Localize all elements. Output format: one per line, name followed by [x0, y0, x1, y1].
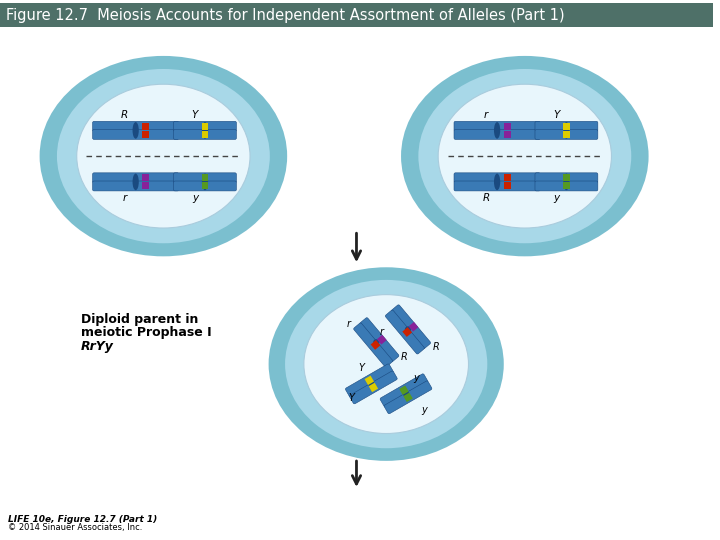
Ellipse shape	[77, 84, 250, 228]
Text: R: R	[482, 193, 490, 202]
Text: Diploid parent in: Diploid parent in	[81, 313, 199, 326]
Ellipse shape	[132, 122, 139, 139]
Ellipse shape	[563, 122, 570, 139]
FancyBboxPatch shape	[503, 131, 510, 138]
Text: RrYy: RrYy	[81, 340, 114, 353]
Ellipse shape	[405, 326, 411, 333]
FancyBboxPatch shape	[142, 131, 149, 138]
FancyBboxPatch shape	[364, 376, 374, 385]
Ellipse shape	[373, 339, 379, 346]
FancyBboxPatch shape	[503, 123, 510, 130]
FancyBboxPatch shape	[503, 174, 510, 181]
FancyBboxPatch shape	[142, 183, 149, 190]
Text: R: R	[121, 110, 128, 119]
Text: LIFE 10e, Figure 12.7 (Part 1): LIFE 10e, Figure 12.7 (Part 1)	[8, 515, 157, 524]
Ellipse shape	[401, 56, 649, 256]
Text: y: y	[192, 193, 198, 202]
FancyBboxPatch shape	[535, 173, 598, 183]
FancyBboxPatch shape	[503, 183, 510, 190]
Text: Y: Y	[348, 393, 354, 403]
Text: r: r	[122, 193, 127, 202]
Text: Y: Y	[359, 363, 364, 373]
Ellipse shape	[285, 280, 487, 448]
Text: Figure 12.7  Meiosis Accounts for Independent Assortment of Alleles (Part 1): Figure 12.7 Meiosis Accounts for Indepen…	[6, 8, 564, 23]
Ellipse shape	[368, 381, 374, 387]
FancyBboxPatch shape	[454, 173, 540, 183]
FancyBboxPatch shape	[454, 122, 540, 131]
FancyBboxPatch shape	[454, 181, 540, 191]
FancyBboxPatch shape	[202, 131, 209, 138]
Text: r: r	[346, 320, 351, 329]
FancyBboxPatch shape	[563, 131, 570, 138]
FancyBboxPatch shape	[202, 123, 209, 130]
FancyBboxPatch shape	[202, 174, 209, 181]
Text: Y: Y	[553, 110, 559, 119]
FancyBboxPatch shape	[174, 130, 236, 139]
FancyBboxPatch shape	[93, 122, 179, 131]
FancyBboxPatch shape	[369, 383, 378, 392]
FancyBboxPatch shape	[142, 123, 149, 130]
FancyBboxPatch shape	[535, 130, 598, 139]
FancyBboxPatch shape	[202, 183, 209, 190]
Ellipse shape	[494, 173, 500, 190]
Text: R: R	[400, 352, 408, 362]
FancyBboxPatch shape	[93, 130, 179, 139]
FancyBboxPatch shape	[174, 181, 236, 191]
Ellipse shape	[438, 84, 611, 228]
FancyBboxPatch shape	[403, 393, 413, 402]
FancyBboxPatch shape	[349, 371, 397, 404]
FancyBboxPatch shape	[174, 122, 236, 131]
FancyBboxPatch shape	[385, 310, 424, 354]
FancyBboxPatch shape	[535, 181, 598, 191]
FancyBboxPatch shape	[402, 327, 412, 337]
FancyBboxPatch shape	[360, 318, 399, 362]
FancyBboxPatch shape	[384, 381, 432, 414]
Ellipse shape	[494, 122, 500, 139]
Text: R: R	[432, 342, 439, 352]
Ellipse shape	[304, 295, 469, 434]
Text: y: y	[413, 373, 419, 383]
Ellipse shape	[202, 173, 208, 190]
Ellipse shape	[418, 69, 631, 243]
FancyBboxPatch shape	[346, 364, 393, 397]
Ellipse shape	[202, 122, 208, 139]
FancyBboxPatch shape	[174, 173, 236, 183]
FancyBboxPatch shape	[454, 130, 540, 139]
Text: y: y	[553, 193, 559, 202]
FancyBboxPatch shape	[93, 173, 179, 183]
FancyBboxPatch shape	[563, 123, 570, 130]
FancyBboxPatch shape	[392, 305, 431, 349]
FancyBboxPatch shape	[380, 374, 428, 407]
FancyBboxPatch shape	[0, 3, 713, 28]
Ellipse shape	[269, 267, 504, 461]
Ellipse shape	[57, 69, 270, 243]
FancyBboxPatch shape	[354, 323, 392, 367]
Text: Y: Y	[192, 110, 198, 119]
FancyBboxPatch shape	[535, 122, 598, 131]
FancyBboxPatch shape	[377, 335, 387, 345]
FancyBboxPatch shape	[563, 183, 570, 190]
Text: y: y	[421, 404, 427, 415]
FancyBboxPatch shape	[142, 174, 149, 181]
FancyBboxPatch shape	[93, 181, 179, 191]
FancyBboxPatch shape	[371, 340, 380, 350]
Text: © 2014 Sinauer Associates, Inc.: © 2014 Sinauer Associates, Inc.	[8, 523, 143, 532]
FancyBboxPatch shape	[399, 386, 409, 395]
FancyBboxPatch shape	[563, 174, 570, 181]
Ellipse shape	[40, 56, 287, 256]
Text: r: r	[379, 327, 383, 338]
FancyBboxPatch shape	[408, 322, 418, 332]
Text: meiotic Prophase I: meiotic Prophase I	[81, 326, 212, 339]
Ellipse shape	[132, 173, 139, 190]
Ellipse shape	[403, 390, 409, 397]
Text: r: r	[484, 110, 488, 119]
Ellipse shape	[563, 173, 570, 190]
